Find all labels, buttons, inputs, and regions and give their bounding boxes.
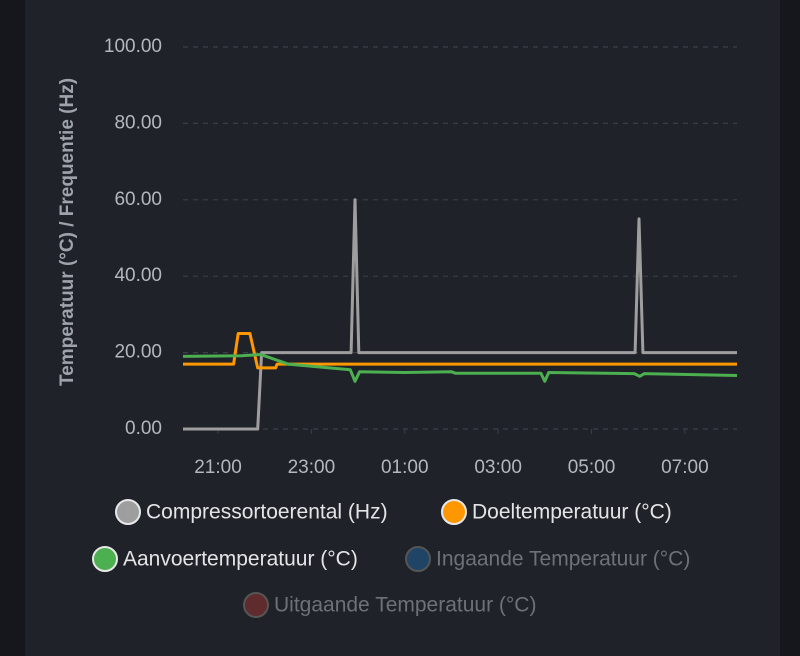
legend-swatch[interactable] — [92, 546, 118, 572]
x-tick-label: 23:00 — [288, 457, 336, 478]
y-tick-label: 20.00 — [114, 342, 162, 363]
card — [25, 0, 780, 656]
y-tick-label: 60.00 — [114, 189, 162, 210]
y-tick-label: 100.00 — [104, 36, 162, 57]
legend-label[interactable]: Aanvoertemperatuur (°C) — [123, 548, 358, 571]
series-line — [182, 353, 738, 383]
legend-label[interactable]: Doeltemperatuur (°C) — [472, 501, 672, 524]
legend-swatch[interactable] — [441, 499, 467, 525]
legend-swatch[interactable] — [115, 499, 141, 525]
x-tick-label: 07:00 — [661, 457, 709, 478]
legend-label[interactable]: Uitgaande Temperatuur (°C) — [274, 594, 536, 617]
series-line — [183, 198, 737, 431]
legend-swatch[interactable] — [243, 592, 269, 618]
y-tick-label: 0.00 — [125, 418, 162, 439]
x-tick-label: 03:00 — [474, 457, 522, 478]
legend-label[interactable]: Compressortoerental (Hz) — [146, 501, 388, 524]
x-tick-label: 01:00 — [381, 457, 429, 478]
legend-label[interactable]: Ingaande Temperatuur (°C) — [436, 548, 690, 571]
y-tick-label: 80.00 — [114, 112, 162, 133]
y-axis-label: Temperatuur (°C) / Frequentie (Hz) — [57, 78, 78, 386]
series-line — [183, 332, 737, 370]
x-tick-label: 05:00 — [568, 457, 616, 478]
y-tick-label: 40.00 — [114, 265, 162, 286]
x-tick-label: 21:00 — [194, 457, 242, 478]
legend-swatch[interactable] — [405, 546, 431, 572]
